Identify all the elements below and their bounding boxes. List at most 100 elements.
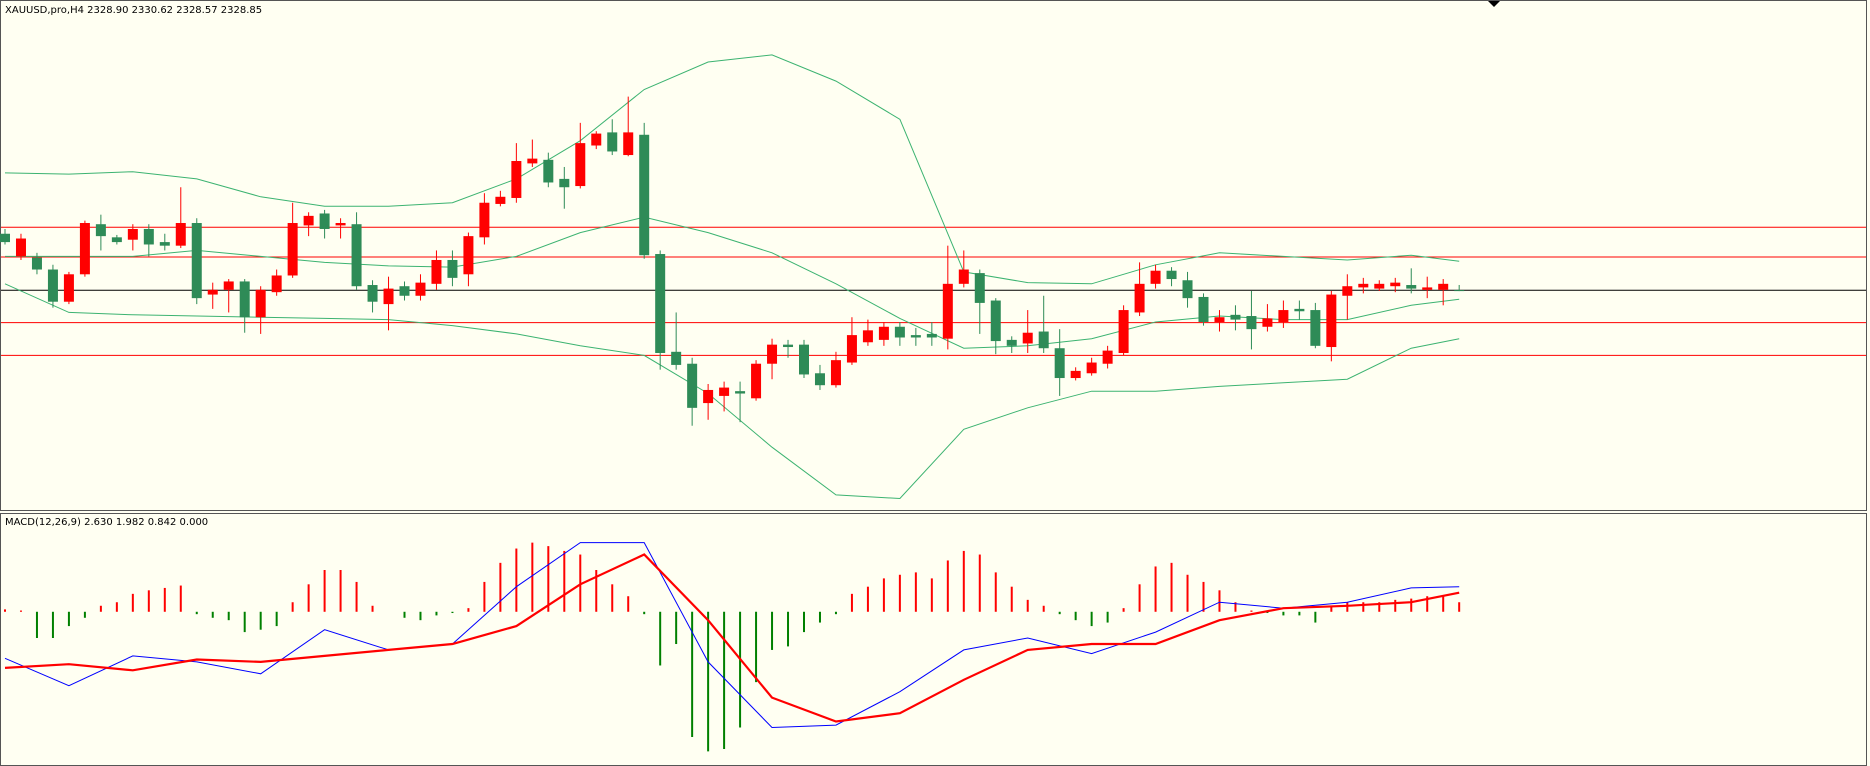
candle-body [687,363,698,408]
candle-body [830,360,841,386]
bollinger-middle [5,216,1460,349]
candle-body [271,275,282,293]
candle-body [495,196,506,204]
candle-body [1070,370,1081,379]
candle-body [511,161,522,198]
candle-body [703,389,714,404]
candle-body [1374,283,1385,289]
candle-body [287,223,298,276]
candle-body [0,233,10,243]
candle-body [1118,310,1129,353]
candle-body [239,281,250,318]
candle-body [623,132,634,156]
candle-body [383,288,394,305]
candle-body [1182,280,1193,299]
indicator-title: MACD(12,26,9) 2.630 1.982 0.842 0.000 [5,517,208,528]
candle-body [47,269,58,302]
bollinger-upper [4,54,1460,285]
candle-body [990,300,1001,342]
candle-body [1262,318,1273,327]
candle-body [1022,332,1033,344]
candle-body [1134,283,1145,313]
candle-body [1230,314,1241,320]
candle-body [1150,270,1161,284]
candle-body [575,143,586,187]
candle-body [63,274,74,302]
candle-body [335,223,346,226]
candle-body [191,223,202,299]
candle-body [894,326,905,338]
candle-body [735,391,746,394]
candle-body [1166,270,1177,280]
candle-body [1102,350,1113,364]
candle-body [95,224,106,237]
candle-body [303,215,314,226]
candle-body [1358,283,1369,288]
candle-body [1246,316,1257,330]
candle-body [1310,310,1321,346]
candle-body [671,351,682,365]
candle-body [846,335,857,363]
candle-body [447,259,458,278]
candle-body [255,289,266,318]
candle-body [543,159,554,183]
candle-body [319,213,330,229]
candle-body [1294,308,1305,312]
candle-body [527,158,538,164]
candle-body [463,236,474,275]
candle-body [942,283,953,339]
candle-body [415,282,426,296]
candle-body [1006,339,1017,346]
chart-title: XAUUSD,pro,H4 2328.90 2330.62 2328.57 23… [5,5,262,16]
candle-body [1422,287,1433,290]
candle-body [751,363,762,399]
candle-body [799,344,809,375]
candle-body [207,289,218,295]
candle-body [1326,294,1337,348]
candle-body [974,273,985,303]
candle-body [1278,310,1289,322]
candle-body [910,335,921,338]
candle-body [1454,290,1465,292]
candle-body [878,326,889,340]
candle-body [223,281,234,290]
candle-body [431,259,442,284]
candle-body [591,133,602,146]
candle-body [814,373,825,386]
candle-body [783,344,794,348]
candle-body [1054,348,1065,379]
candle-body [767,344,778,364]
candle-body [1438,283,1449,290]
candle-body [862,330,873,343]
candle-body [159,242,170,246]
candle-body [1406,285,1417,289]
candle-body [1214,317,1225,322]
main-panel-border [0,0,1867,511]
candle-body [639,134,650,256]
shift-marker[interactable] [1488,1,1500,7]
candle-body [958,269,969,284]
macd-main-line [4,542,1460,729]
candle-body [399,286,410,296]
candle-body [111,237,122,243]
candle-body [1086,362,1097,374]
candle-body [607,132,618,152]
candle-body [1038,331,1049,349]
candle-body [559,178,570,188]
candle-body [926,333,937,338]
candle-body [31,257,42,270]
candle-body [479,202,490,238]
candle-body [1198,296,1209,322]
macd-signal-line [4,553,1460,723]
candle-body [79,223,90,275]
candle-body [351,224,362,287]
candle-body [175,223,186,246]
candle-body [1390,282,1401,287]
candle-body [719,387,730,396]
candle-body [15,238,26,257]
candle-body [1342,286,1353,296]
candle-body [655,254,666,353]
candle-body [367,285,378,302]
